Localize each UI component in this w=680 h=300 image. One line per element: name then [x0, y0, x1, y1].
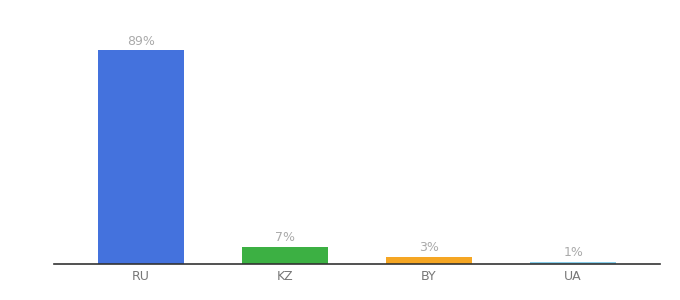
Text: 1%: 1%	[563, 246, 583, 259]
Bar	[530, 262, 616, 264]
Bar	[386, 257, 473, 264]
Bar	[98, 50, 184, 264]
Text: 89%: 89%	[127, 34, 155, 47]
Text: 3%: 3%	[419, 241, 439, 254]
Text: 7%: 7%	[275, 231, 295, 244]
Bar	[241, 247, 328, 264]
